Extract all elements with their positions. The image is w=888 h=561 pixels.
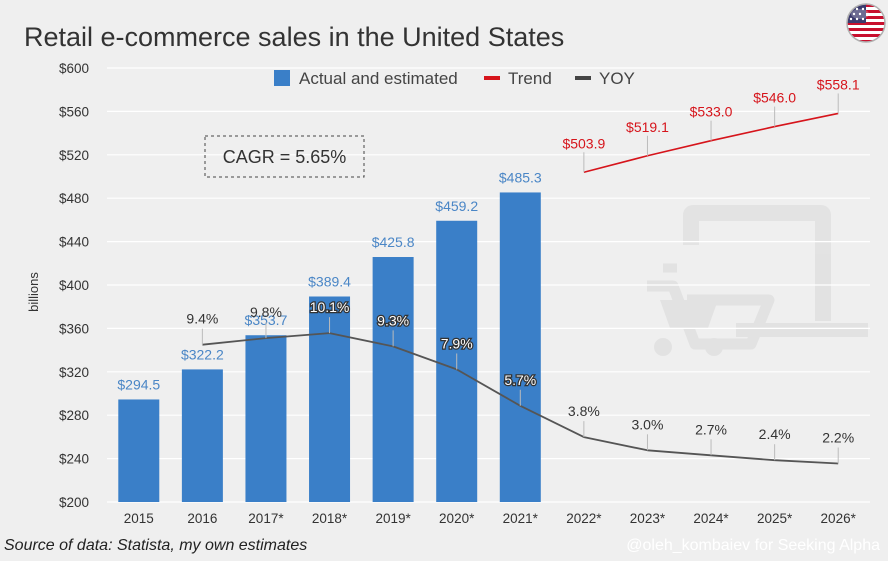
x-tick-label: 2017*	[248, 511, 284, 526]
cagr-box	[204, 135, 365, 178]
yoy-value-label: 9.3%	[377, 312, 409, 328]
yoy-value-label: 3.0%	[631, 416, 663, 432]
bar-value-label: $322.2	[181, 346, 224, 362]
trend-series: $503.9 $519.1 $533.0 $546.0 $558.1	[562, 76, 860, 174]
x-tick-label: 2020*	[439, 511, 475, 526]
y-tick-label: $200	[59, 495, 89, 510]
trend-value-label: $503.9	[562, 135, 605, 151]
bar	[372, 257, 414, 502]
bar-value-label: $389.4	[308, 274, 351, 290]
x-tick-label: 2015	[124, 511, 154, 526]
bar-value-label: $425.8	[372, 234, 415, 250]
y-tick-label: $280	[59, 408, 89, 423]
us-flag-icon	[846, 3, 886, 43]
x-tick-label: 2019*	[375, 511, 411, 526]
cagr-text: CAGR = 5.65%	[223, 147, 347, 167]
y-tick-label: $600	[59, 61, 89, 76]
grid-lines	[107, 67, 870, 503]
credit-watermark: @oleh_kombaiev for Seeking Alpha	[626, 537, 880, 554]
legend-swatch-actual	[274, 70, 290, 86]
y-tick-label: $440	[59, 235, 89, 250]
bar	[499, 192, 541, 502]
y-tick-label: $400	[59, 278, 89, 293]
legend-swatch-trend	[484, 76, 500, 80]
x-tick-label: 2023*	[630, 511, 666, 526]
x-tick-label: 2021*	[503, 511, 539, 526]
x-tick-label: 2016	[187, 511, 217, 526]
yoy-line	[202, 332, 839, 465]
bar	[245, 335, 287, 502]
bar-value-label: $294.5	[117, 376, 160, 392]
x-tick-label: 2018*	[312, 511, 348, 526]
y-tick-label: $240	[59, 452, 89, 467]
y-tick-label: $520	[59, 148, 89, 163]
yoy-value-label: 10.1%	[310, 299, 350, 315]
y-tick-label: $480	[59, 191, 89, 206]
chart-title: Retail e-commerce sales in the United St…	[24, 22, 564, 52]
legend-label-trend: Trend	[508, 69, 552, 88]
yoy-value-label: 3.8%	[568, 403, 600, 419]
yoy-value-label: 2.4%	[759, 426, 791, 442]
yoy-value-label: 7.9%	[441, 335, 473, 351]
yoy-value-label: 2.2%	[822, 430, 854, 446]
y-axis-ticks: $200 $240 $280 $320 $360 $400 $440 $480 $520 $560…	[59, 61, 89, 510]
bar-value-label: $353.7	[245, 312, 288, 328]
trend-value-label: $546.0	[753, 90, 796, 106]
yoy-value-label: 2.7%	[695, 421, 727, 437]
legend: Actual and estimated Trend YOY	[274, 69, 635, 88]
bar-value-label: $459.2	[435, 198, 478, 214]
yoy-series: 9.4% 9.8% 10.1% 9.3% 7.9% 5.7% 3.8% 3.0% 2.7% 2.4…	[186, 298, 854, 465]
bar	[118, 399, 160, 502]
bar-value-label: $485.3	[499, 169, 542, 185]
x-tick-label: 2026*	[821, 511, 857, 526]
x-tick-label: 2025*	[757, 511, 793, 526]
laptop-cart-icon	[647, 205, 868, 356]
source-note: Source of data: Statista, my own estimat…	[4, 537, 307, 554]
bar-labels: $294.5 $322.2 $353.7 $389.4 $425.8 $459.2 $485…	[117, 169, 542, 392]
bar	[181, 369, 223, 502]
trend-value-label: $533.0	[690, 104, 733, 120]
y-axis-label: billions	[26, 272, 41, 312]
y-tick-label: $560	[59, 104, 89, 119]
y-tick-label: $360	[59, 321, 89, 336]
x-axis-ticks: 2015 2016 2017* 2018* 2019* 2020* 2021* 2022* 20…	[124, 511, 857, 526]
cagr-annotation: CAGR = 5.65%	[204, 135, 365, 178]
legend-label-yoy: YOY	[599, 69, 635, 88]
trend-value-label: $558.1	[817, 76, 860, 92]
yoy-value-label: 9.8%	[250, 304, 282, 320]
legend-swatch-yoy	[575, 76, 591, 80]
yoy-value-label: 9.4%	[186, 311, 218, 327]
x-tick-label: 2022*	[566, 511, 602, 526]
y-tick-label: $320	[59, 365, 89, 380]
trend-value-label: $519.1	[626, 119, 669, 135]
yoy-value-label: 5.7%	[504, 372, 536, 388]
legend-label-actual: Actual and estimated	[299, 69, 458, 88]
x-tick-label: 2024*	[693, 511, 729, 526]
